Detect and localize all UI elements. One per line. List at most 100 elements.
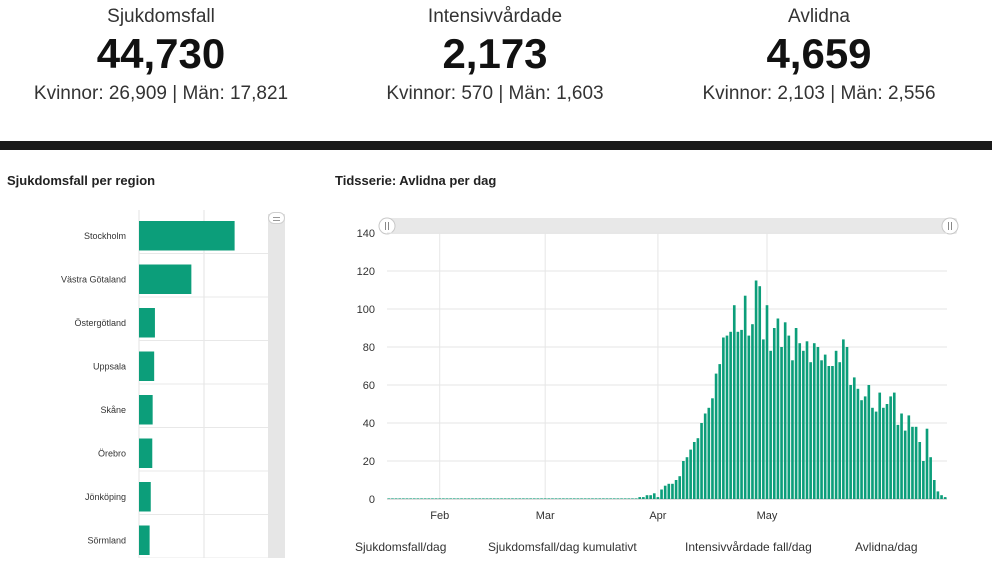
- daily-death-bar[interactable]: [911, 426, 914, 499]
- daily-death-bar[interactable]: [718, 364, 722, 499]
- daily-death-bar[interactable]: [823, 354, 827, 499]
- daily-death-bar[interactable]: [932, 480, 936, 499]
- daily-death-bar[interactable]: [416, 498, 420, 499]
- daily-death-bar[interactable]: [860, 400, 863, 499]
- legend-sjukdomsfall-dag[interactable]: Sjukdomsfall/dag: [355, 540, 447, 554]
- legend-intensivvardade[interactable]: Intensivvårdade fall/dag: [685, 540, 812, 554]
- range-handle-start[interactable]: [378, 217, 396, 235]
- daily-death-bar[interactable]: [652, 493, 656, 499]
- scroll-grip-icon[interactable]: [268, 212, 285, 224]
- daily-death-bar[interactable]: [623, 498, 627, 499]
- daily-death-bar[interactable]: [700, 423, 703, 499]
- daily-death-bar[interactable]: [409, 498, 412, 499]
- daily-death-bar[interactable]: [431, 498, 434, 499]
- daily-death-bar[interactable]: [689, 449, 692, 499]
- daily-death-bar[interactable]: [696, 438, 700, 499]
- daily-death-bar[interactable]: [602, 498, 605, 499]
- daily-death-bar[interactable]: [503, 498, 507, 499]
- daily-death-bar[interactable]: [812, 343, 816, 499]
- daily-death-bar[interactable]: [754, 280, 758, 500]
- daily-death-bar[interactable]: [572, 498, 576, 499]
- daily-death-bar[interactable]: [394, 498, 398, 499]
- daily-death-bar[interactable]: [514, 498, 518, 499]
- daily-death-bar[interactable]: [736, 331, 740, 499]
- daily-death-bar[interactable]: [478, 498, 482, 499]
- daily-death-bar[interactable]: [442, 498, 445, 499]
- daily-death-bar[interactable]: [838, 362, 842, 499]
- daily-death-bar[interactable]: [747, 335, 751, 499]
- daily-death-bar[interactable]: [798, 343, 802, 499]
- daily-death-bar[interactable]: [642, 497, 645, 499]
- daily-death-bar[interactable]: [925, 428, 929, 499]
- daily-death-bar[interactable]: [802, 350, 805, 499]
- daily-death-bar[interactable]: [729, 331, 732, 499]
- daily-death-bar[interactable]: [900, 413, 903, 500]
- daily-death-bar[interactable]: [609, 498, 612, 499]
- daily-death-bar[interactable]: [594, 498, 598, 499]
- daily-death-bar[interactable]: [580, 498, 583, 499]
- daily-death-bar[interactable]: [500, 498, 503, 499]
- daily-death-bar[interactable]: [703, 413, 707, 500]
- daily-death-bar[interactable]: [612, 498, 616, 499]
- daily-death-bar[interactable]: [645, 495, 649, 499]
- daily-death-bar[interactable]: [896, 424, 900, 499]
- daily-death-bar[interactable]: [940, 495, 943, 499]
- daily-death-bar[interactable]: [892, 392, 896, 499]
- daily-death-bar[interactable]: [525, 498, 529, 499]
- daily-death-bar[interactable]: [882, 407, 885, 499]
- daily-death-bar[interactable]: [405, 498, 409, 499]
- daily-death-bar[interactable]: [460, 498, 463, 499]
- daily-death-bar[interactable]: [805, 341, 809, 499]
- daily-death-bar[interactable]: [627, 498, 631, 499]
- daily-death-bar[interactable]: [863, 396, 867, 499]
- daily-death-bar[interactable]: [685, 457, 689, 499]
- daily-death-bar[interactable]: [547, 498, 551, 499]
- daily-death-bar[interactable]: [914, 426, 918, 499]
- daily-death-bar[interactable]: [791, 360, 794, 499]
- daily-death-bar[interactable]: [711, 398, 714, 499]
- daily-death-bar[interactable]: [907, 415, 911, 499]
- daily-death-bar[interactable]: [449, 498, 452, 499]
- daily-death-bar[interactable]: [532, 498, 536, 499]
- daily-death-bar[interactable]: [569, 498, 572, 499]
- daily-death-bar[interactable]: [616, 498, 620, 499]
- legend-sjukdomsfall-kumulativt[interactable]: Sjukdomsfall/dag kumulativt: [488, 540, 637, 554]
- daily-death-bar[interactable]: [540, 498, 543, 499]
- daily-death-bar[interactable]: [420, 498, 423, 499]
- daily-death-bar[interactable]: [485, 498, 489, 499]
- daily-death-bar[interactable]: [663, 485, 667, 499]
- daily-death-bar[interactable]: [903, 430, 907, 499]
- daily-death-bar[interactable]: [918, 442, 922, 499]
- range-handle-end[interactable]: [941, 217, 959, 235]
- daily-death-bar[interactable]: [605, 498, 609, 499]
- bar-jönköping[interactable]: [139, 482, 151, 512]
- daily-death-bar[interactable]: [772, 328, 776, 499]
- daily-death-bar[interactable]: [867, 385, 871, 499]
- daily-death-bar[interactable]: [598, 498, 602, 499]
- daily-death-bar[interactable]: [507, 498, 511, 499]
- daily-death-bar[interactable]: [852, 377, 856, 499]
- bar-västra-götaland[interactable]: [139, 264, 192, 295]
- daily-death-bar[interactable]: [751, 324, 754, 499]
- daily-death-bar[interactable]: [423, 498, 427, 499]
- daily-death-bar[interactable]: [765, 305, 769, 499]
- daily-death-bar[interactable]: [762, 339, 765, 499]
- daily-death-bar[interactable]: [827, 366, 831, 499]
- daily-death-bar[interactable]: [816, 347, 820, 499]
- bar-sörmland[interactable]: [139, 525, 150, 556]
- daily-death-bar[interactable]: [776, 318, 780, 500]
- daily-death-bar[interactable]: [809, 362, 812, 499]
- daily-death-bar[interactable]: [427, 498, 431, 499]
- daily-death-bar[interactable]: [667, 483, 671, 499]
- daily-death-bar[interactable]: [656, 497, 660, 499]
- daily-death-bar[interactable]: [438, 498, 442, 499]
- daily-death-bar[interactable]: [889, 396, 892, 499]
- daily-death-bar[interactable]: [518, 498, 522, 499]
- daily-death-bar[interactable]: [638, 497, 642, 499]
- daily-death-bar[interactable]: [943, 497, 947, 499]
- daily-death-bar[interactable]: [511, 498, 514, 499]
- daily-death-bar[interactable]: [536, 498, 540, 499]
- daily-death-bar[interactable]: [387, 498, 391, 499]
- daily-death-bar[interactable]: [529, 498, 532, 499]
- daily-death-bar[interactable]: [849, 385, 852, 499]
